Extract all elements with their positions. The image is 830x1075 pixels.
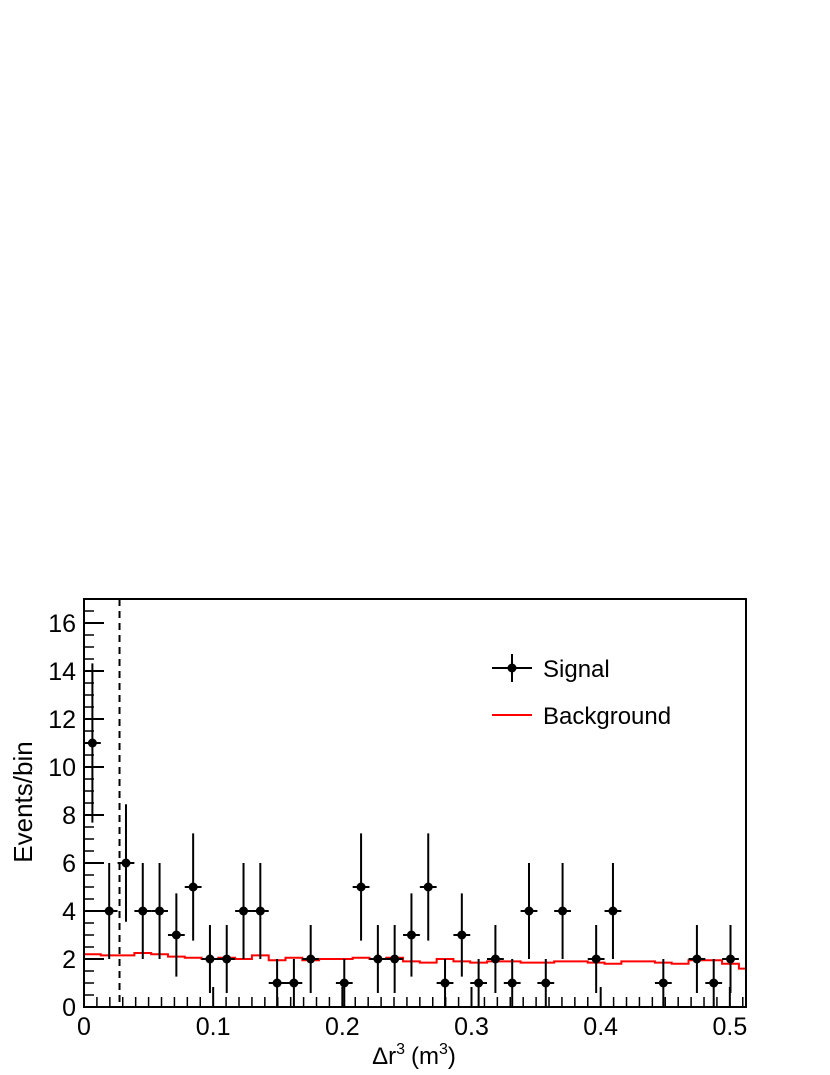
x-tick-label: 0.1 bbox=[196, 1013, 231, 1041]
signal-marker bbox=[222, 954, 232, 964]
signal-marker bbox=[541, 978, 551, 988]
signal-point bbox=[403, 893, 420, 977]
signal-point bbox=[167, 893, 185, 977]
x-axis-label-symbol: Δr bbox=[372, 1043, 396, 1070]
x-tick-label: 0.2 bbox=[325, 1013, 360, 1041]
signal-point bbox=[352, 833, 370, 941]
signal-marker bbox=[558, 906, 568, 916]
x-tick-label: 0.3 bbox=[454, 1013, 489, 1041]
x-tick-label: 0.4 bbox=[583, 1013, 618, 1041]
signal-point bbox=[184, 833, 202, 941]
signal-point bbox=[369, 925, 387, 993]
signal-marker bbox=[155, 906, 165, 916]
x-axis-label-sup: 3 bbox=[396, 1041, 405, 1058]
signal-marker bbox=[171, 930, 181, 940]
y-tick-label: 4 bbox=[62, 898, 76, 926]
signal-marker bbox=[457, 930, 467, 940]
signal-marker bbox=[356, 882, 366, 892]
legend-background-label: Background bbox=[543, 703, 671, 730]
x-axis-label-unit-sup: 3 bbox=[439, 1041, 448, 1058]
signal-marker bbox=[121, 858, 131, 868]
signal-marker bbox=[524, 906, 534, 916]
y-tick-label: 16 bbox=[48, 610, 76, 638]
signal-point bbox=[537, 959, 555, 1007]
y-tick-label: 6 bbox=[62, 850, 76, 878]
signal-point bbox=[335, 959, 353, 1007]
signal-marker bbox=[692, 954, 702, 964]
signal-marker bbox=[205, 954, 215, 964]
signal-point bbox=[251, 863, 269, 959]
signal-point bbox=[302, 925, 320, 993]
signal-point bbox=[705, 959, 723, 1007]
signal-marker bbox=[390, 954, 400, 964]
signal-marker bbox=[658, 978, 668, 988]
signal-marker bbox=[406, 930, 416, 940]
signal-point bbox=[554, 863, 571, 959]
signal-point bbox=[688, 925, 706, 993]
signal-marker bbox=[373, 954, 383, 964]
signal-marker bbox=[272, 978, 282, 988]
axes: 0 2 4 6 8 10 12 14 16 0 0.1 0.2 0.3 0.4 0.5 bbox=[48, 598, 747, 1041]
signal-marker bbox=[255, 906, 265, 916]
signal-point bbox=[604, 863, 622, 959]
signal-point bbox=[520, 863, 538, 959]
signal-marker bbox=[104, 906, 114, 916]
signal-point bbox=[235, 863, 252, 959]
signal-point bbox=[134, 863, 152, 959]
legend: Signal Background bbox=[492, 654, 671, 730]
x-axis-label: Δr3 (m3) bbox=[372, 1041, 456, 1070]
plot-frame bbox=[83, 598, 747, 1008]
signal-point bbox=[722, 925, 739, 993]
signal-point bbox=[419, 833, 437, 941]
signal-point bbox=[218, 925, 236, 993]
signal-marker bbox=[608, 906, 618, 916]
signal-marker bbox=[490, 954, 500, 964]
signal-marker bbox=[423, 882, 433, 892]
y-axis-label: Events/bin bbox=[8, 741, 38, 862]
signal-point bbox=[386, 925, 404, 993]
x-axis-label-unit: (m bbox=[411, 1043, 439, 1070]
signal-marker bbox=[440, 978, 450, 988]
legend-signal-label: Signal bbox=[543, 656, 610, 683]
signal-point bbox=[503, 959, 521, 1007]
signal-marker bbox=[474, 978, 484, 988]
signal-point bbox=[470, 959, 488, 1007]
signal-point bbox=[151, 863, 168, 959]
signal-marker bbox=[709, 978, 719, 988]
signal-point bbox=[117, 804, 135, 922]
plot-area bbox=[84, 599, 746, 1007]
y-tick-label: 12 bbox=[48, 706, 76, 734]
signal-point bbox=[487, 925, 504, 993]
background-step-line bbox=[84, 952, 746, 970]
signal-marker bbox=[188, 882, 198, 892]
signal-marker bbox=[138, 906, 148, 916]
signal-marker bbox=[591, 954, 601, 964]
signal-point bbox=[201, 925, 219, 993]
y-tick-label: 8 bbox=[62, 802, 76, 830]
y-tick-label: 10 bbox=[48, 754, 76, 782]
signal-marker bbox=[239, 906, 249, 916]
signal-marker bbox=[507, 978, 517, 988]
signal-marker bbox=[306, 954, 316, 964]
x-tick-label: 0 bbox=[77, 1013, 91, 1041]
signal-point bbox=[453, 893, 471, 977]
legend-signal-marker-dot bbox=[507, 663, 517, 673]
y-tick-label: 14 bbox=[48, 658, 76, 686]
signal-point bbox=[654, 959, 672, 1007]
signal-marker bbox=[339, 978, 349, 988]
x-axis-label-unit-close: ) bbox=[448, 1043, 456, 1070]
signal-marker bbox=[725, 954, 735, 964]
signal-marker bbox=[289, 978, 299, 988]
signal-point bbox=[587, 925, 605, 993]
y-tick-label: 0 bbox=[62, 994, 76, 1022]
x-tick-label: 0.5 bbox=[712, 1013, 747, 1041]
y-tick-label: 2 bbox=[62, 946, 76, 974]
signal-point bbox=[285, 959, 303, 1007]
